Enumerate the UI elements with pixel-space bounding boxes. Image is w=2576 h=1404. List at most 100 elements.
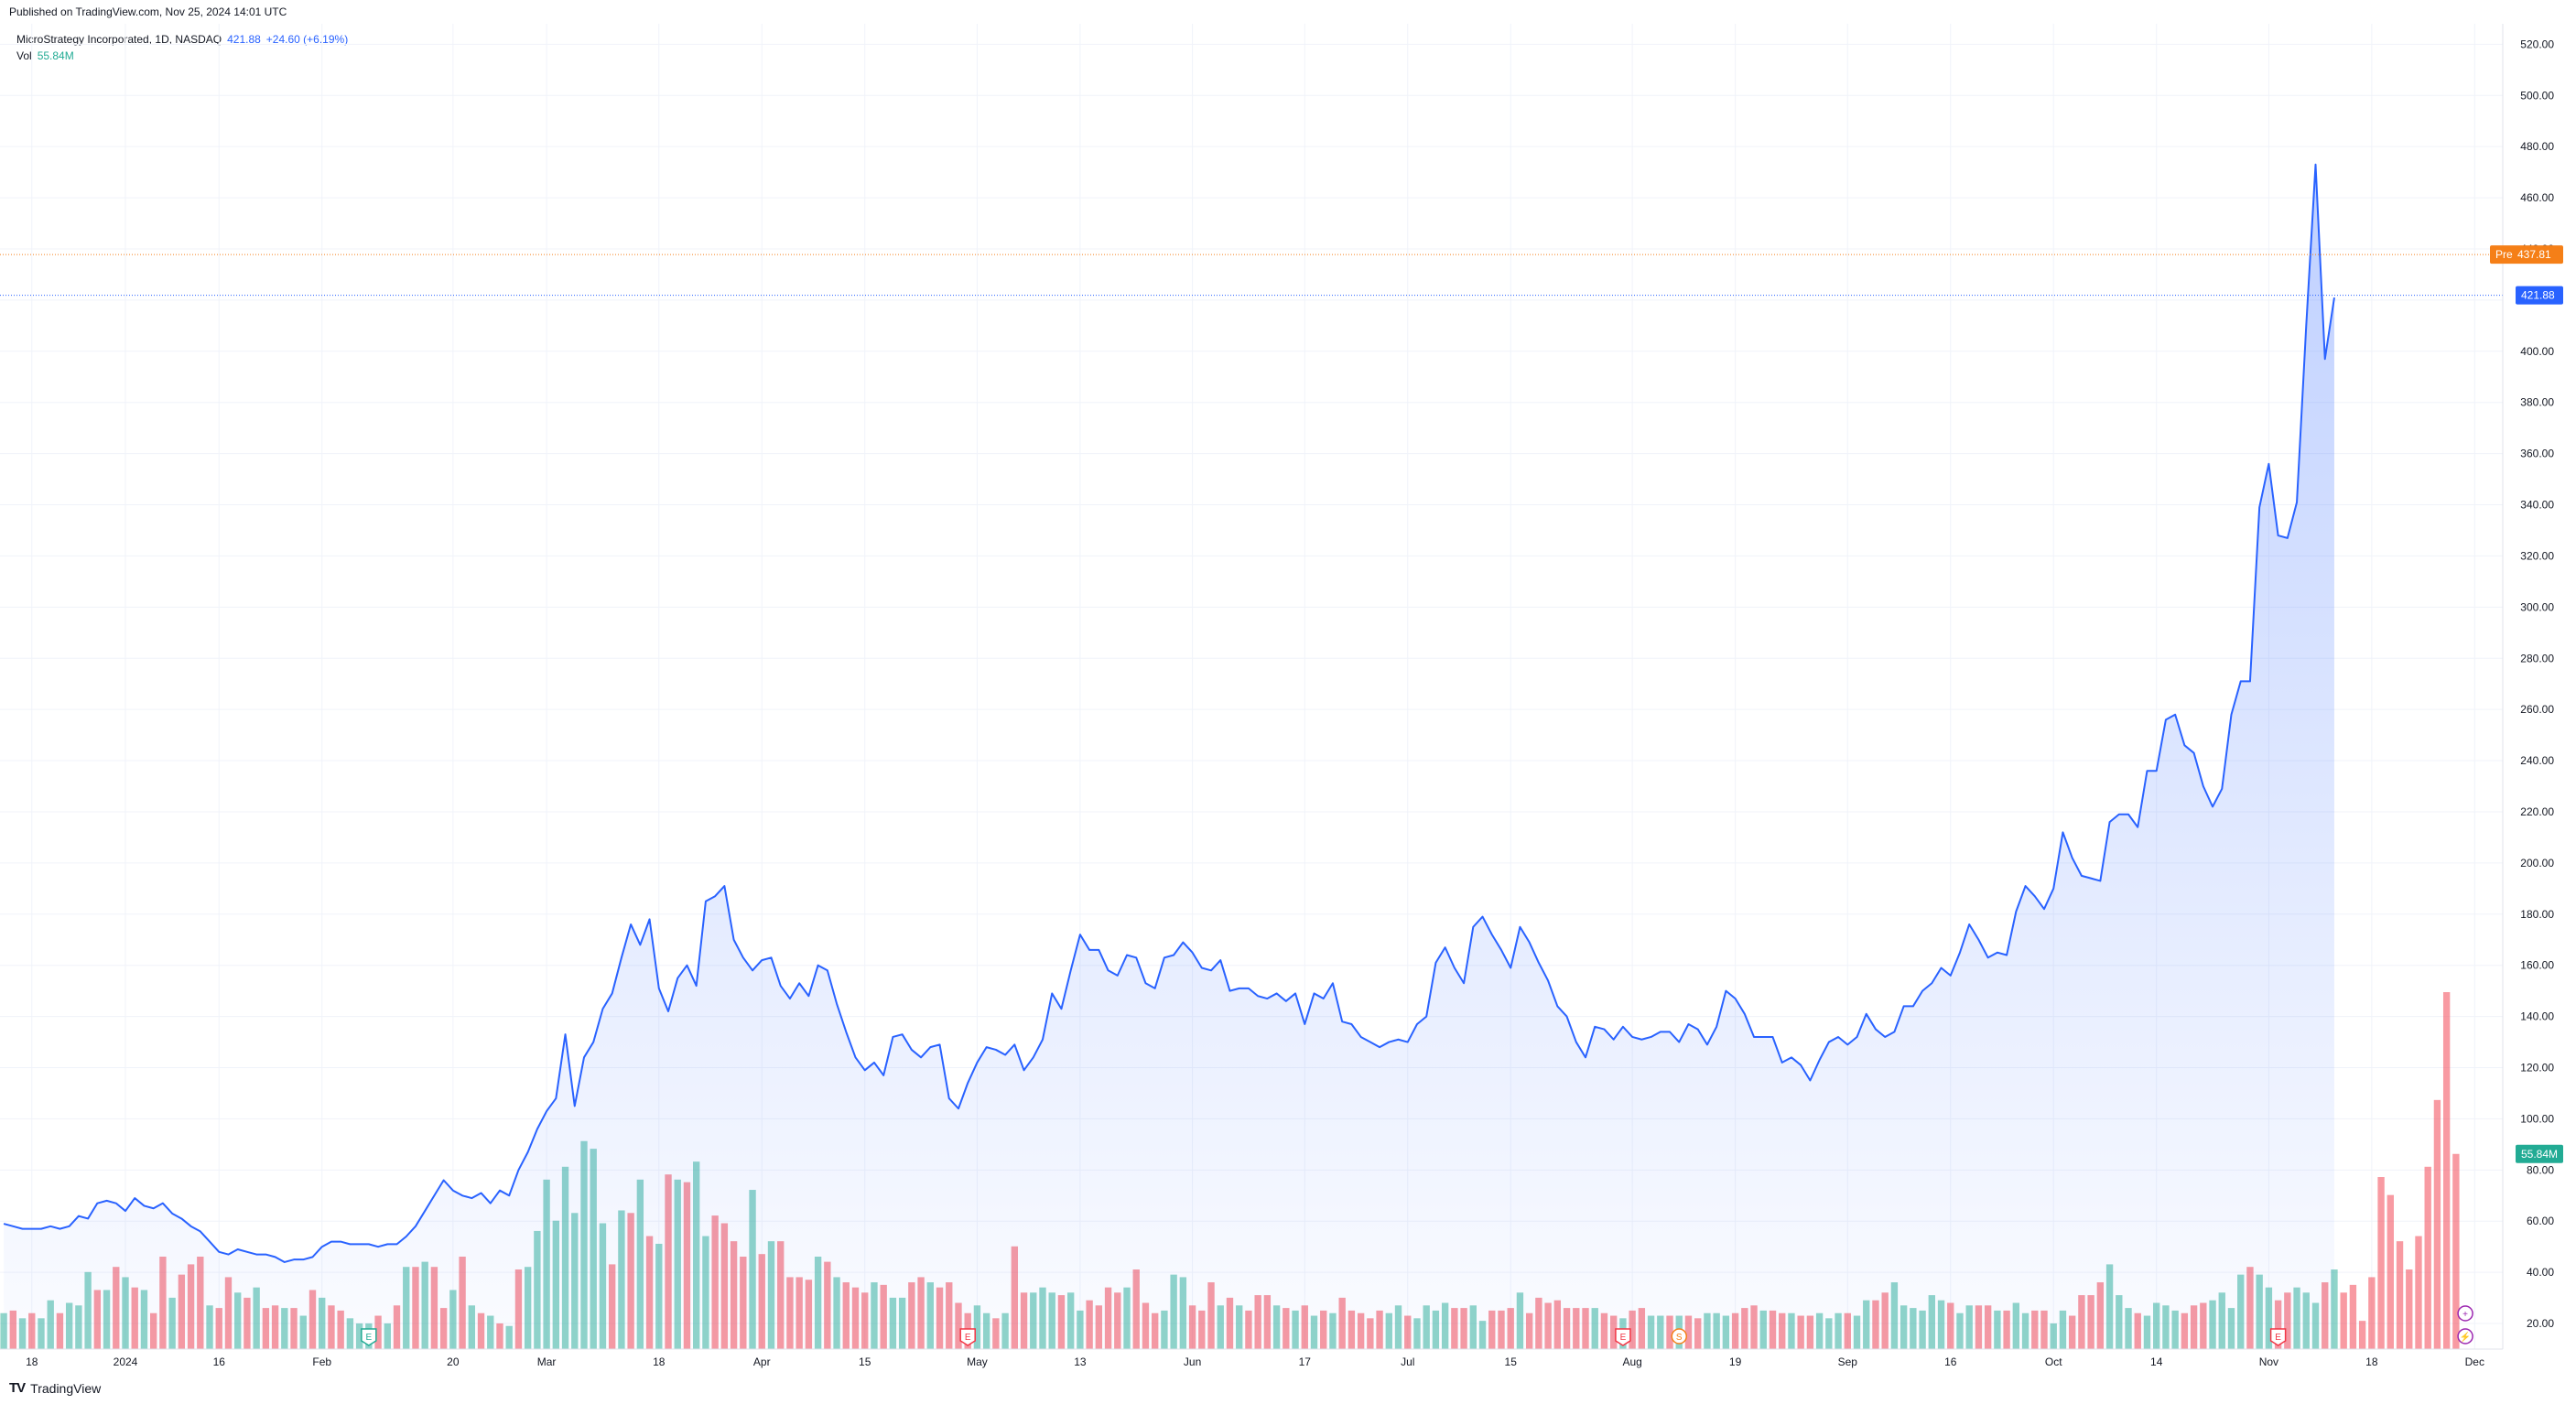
time-tick-label: Sep xyxy=(1838,1355,1858,1368)
price-tick-label: 40.00 xyxy=(2527,1266,2554,1279)
price-tick-label: 380.00 xyxy=(2520,396,2554,409)
volume-bar xyxy=(2433,1099,2441,1349)
price-tick-label: 160.00 xyxy=(2520,959,2554,972)
volume-label[interactable]: Vol xyxy=(16,49,32,62)
price-axis[interactable]: 20.00 40.00 60.00 80.00 100.00 120.00 140.00 16… xyxy=(2520,38,2554,1330)
time-tick-label: 18 xyxy=(2365,1355,2378,1368)
time-tick-label: 17 xyxy=(1299,1355,1312,1368)
last-price-tag-value: 421.88 xyxy=(2521,289,2555,302)
volume-bar xyxy=(0,1312,7,1349)
price-tick-label: 60.00 xyxy=(2527,1215,2554,1227)
volume-tag-value: 55.84M xyxy=(2521,1148,2558,1161)
volume-bar xyxy=(2442,992,2451,1349)
earnings-marker-icon[interactable]: E xyxy=(959,1328,976,1346)
pre-label: Pre xyxy=(2495,248,2513,261)
price-tick-label: 220.00 xyxy=(2520,805,2554,818)
event-markers: E E E S E + ⚡ xyxy=(361,1305,2473,1346)
time-tick-label: Jul xyxy=(1401,1355,1414,1368)
price-tick-label: 80.00 xyxy=(2527,1163,2554,1176)
last-price-tag: 421.88 xyxy=(2516,286,2563,305)
earnings-marker-icon[interactable]: E xyxy=(2269,1328,2287,1346)
time-tick-label: 16 xyxy=(1944,1355,1957,1368)
price-tick-label: 260.00 xyxy=(2520,703,2554,716)
price-tick-label: 400.00 xyxy=(2520,345,2554,358)
volume-value: 55.84M xyxy=(37,49,74,62)
time-axis[interactable]: 18 2024 16 Feb 20 Mar 18 Apr 15 May 13 Jun 17 Jul 15 Au… xyxy=(26,1355,2484,1368)
svg-text:E: E xyxy=(366,1333,373,1343)
price-area-fill xyxy=(4,164,2334,1349)
volume-tag: 55.84M xyxy=(2516,1144,2563,1163)
time-tick-label: 14 xyxy=(2150,1355,2163,1368)
volume-bar xyxy=(2377,1177,2385,1349)
symbol-name[interactable]: MicroStrategy Incorporated, 1D, NASDAQ xyxy=(16,33,222,46)
chart-legend: MicroStrategy Incorporated, 1D, NASDAQ 42… xyxy=(16,31,348,64)
price-tick-label: 360.00 xyxy=(2520,448,2554,460)
svg-text:E: E xyxy=(1620,1333,1627,1343)
pre-price: 437.81 xyxy=(2517,248,2551,261)
price-tick-label: 240.00 xyxy=(2520,754,2554,767)
price-tick-label: 300.00 xyxy=(2520,600,2554,613)
last-price-value: 421.88 xyxy=(227,33,261,46)
price-tick-label: 520.00 xyxy=(2520,38,2554,50)
volume-bar xyxy=(2396,1241,2404,1349)
volume-bar xyxy=(2452,1153,2460,1349)
reference-lines xyxy=(0,254,2503,297)
time-tick-label: 15 xyxy=(1505,1355,1518,1368)
volume-bar xyxy=(2406,1269,2413,1349)
price-tick-label: 200.00 xyxy=(2520,857,2554,869)
time-tick-label: Jun xyxy=(1184,1355,1201,1368)
volume-bar xyxy=(2358,1321,2366,1349)
published-caption: Published on TradingView.com, Nov 25, 20… xyxy=(9,5,287,18)
time-tick-label: 2024 xyxy=(114,1355,138,1368)
price-tick-label: 280.00 xyxy=(2520,652,2554,664)
time-tick-label: Oct xyxy=(2045,1355,2062,1368)
price-tick-label: 340.00 xyxy=(2520,499,2554,512)
split-marker-icon[interactable]: S xyxy=(1671,1328,1688,1345)
svg-text:⚡: ⚡ xyxy=(2460,1331,2471,1343)
price-tick-label: 140.00 xyxy=(2520,1010,2554,1023)
price-change-value: +24.60 (+6.19%) xyxy=(265,33,349,46)
event-marker-icon[interactable]: ⚡ xyxy=(2457,1328,2473,1345)
volume-bar xyxy=(2424,1166,2431,1349)
price-line xyxy=(3,163,2335,1263)
tradingview-brand: TradingView xyxy=(30,1380,102,1396)
time-tick-label: Apr xyxy=(753,1355,771,1368)
time-tick-label: 18 xyxy=(653,1355,666,1368)
price-tick-label: 180.00 xyxy=(2520,908,2554,921)
time-tick-label: Aug xyxy=(1622,1355,1641,1368)
time-tick-label: 18 xyxy=(26,1355,38,1368)
volume-bar xyxy=(2387,1194,2394,1349)
tradingview-logo-icon: TV xyxy=(9,1380,26,1396)
time-tick-label: Feb xyxy=(312,1355,331,1368)
volume-bar xyxy=(2368,1277,2376,1349)
time-tick-label: 15 xyxy=(859,1355,871,1368)
volume-bar xyxy=(2349,1284,2357,1349)
price-tick-label: 320.00 xyxy=(2520,549,2554,562)
time-tick-label: Dec xyxy=(2465,1355,2484,1368)
time-tick-label: 16 xyxy=(213,1355,226,1368)
earnings-marker-icon[interactable]: E xyxy=(1615,1328,1631,1346)
price-tick-label: 480.00 xyxy=(2520,140,2554,153)
time-tick-label: May xyxy=(967,1355,988,1368)
price-tick-label: 100.00 xyxy=(2520,1112,2554,1125)
time-tick-label: 19 xyxy=(1729,1355,1742,1368)
time-tick-label: Nov xyxy=(2259,1355,2278,1368)
price-tick-label: 120.00 xyxy=(2520,1062,2554,1075)
volume-bar xyxy=(2415,1236,2422,1349)
earnings-marker-icon[interactable]: E xyxy=(361,1328,377,1346)
svg-text:S: S xyxy=(1676,1333,1683,1343)
pre-market-tag: Pre 437.81 xyxy=(2490,245,2563,265)
price-area xyxy=(3,163,2335,1349)
time-tick-label: Mar xyxy=(537,1355,557,1368)
svg-text:E: E xyxy=(2275,1333,2281,1343)
volume-bar xyxy=(2340,1292,2347,1349)
tradingview-footer[interactable]: TV TradingView xyxy=(9,1380,101,1396)
volume-bar xyxy=(2331,1269,2338,1349)
price-tick-label: 500.00 xyxy=(2520,89,2554,102)
time-tick-label: 20 xyxy=(447,1355,460,1368)
svg-text:+: + xyxy=(2462,1310,2468,1320)
time-tick-label: 13 xyxy=(1074,1355,1087,1368)
event-marker-icon[interactable]: + xyxy=(2457,1305,2473,1322)
price-tags: Pre 437.81 421.88 55.84M xyxy=(2490,245,2563,1163)
